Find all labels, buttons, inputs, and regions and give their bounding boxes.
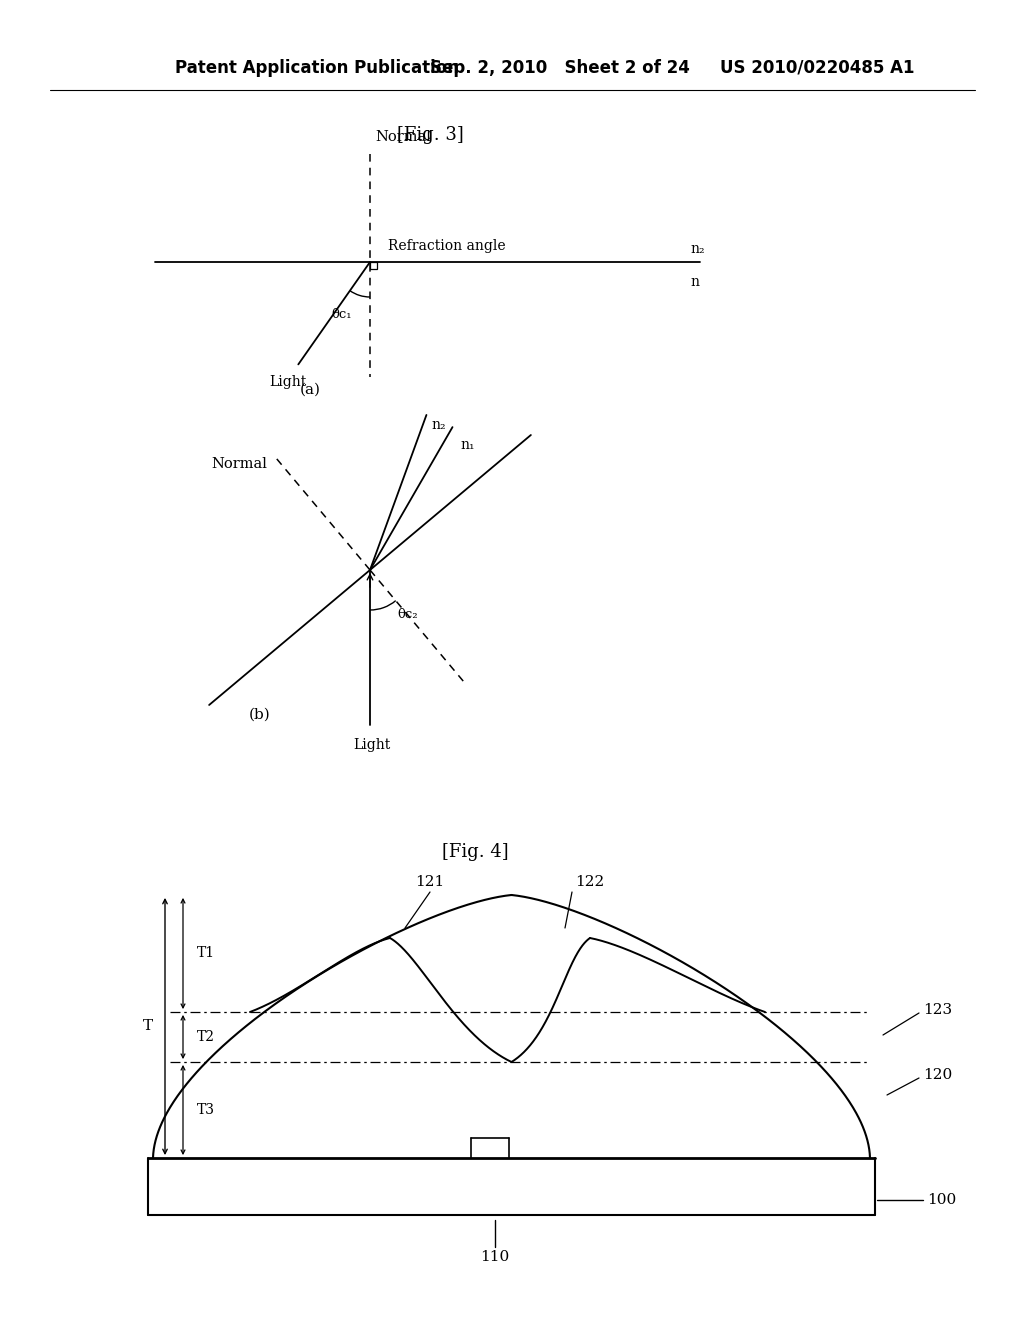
- Text: US 2010/0220485 A1: US 2010/0220485 A1: [720, 59, 914, 77]
- Text: Normal: Normal: [375, 129, 431, 144]
- Text: θc₁: θc₁: [332, 308, 352, 321]
- Text: 122: 122: [575, 875, 604, 888]
- Text: Sep. 2, 2010   Sheet 2 of 24: Sep. 2, 2010 Sheet 2 of 24: [430, 59, 690, 77]
- Text: 100: 100: [927, 1193, 956, 1206]
- Text: 121: 121: [416, 875, 444, 888]
- Text: Patent Application Publication: Patent Application Publication: [175, 59, 459, 77]
- Text: θc₂: θc₂: [397, 609, 419, 622]
- Text: T: T: [143, 1019, 153, 1034]
- Text: Light: Light: [353, 738, 390, 752]
- Text: Refraction angle: Refraction angle: [388, 239, 506, 253]
- Text: 120: 120: [923, 1068, 952, 1082]
- Text: n₂: n₂: [690, 242, 705, 256]
- Text: Light: Light: [269, 375, 307, 389]
- Text: n₂: n₂: [431, 418, 446, 432]
- Text: 123: 123: [923, 1003, 952, 1016]
- Text: T3: T3: [197, 1104, 215, 1117]
- Text: T2: T2: [197, 1030, 215, 1044]
- Bar: [370, 261, 377, 269]
- Text: (b): (b): [249, 708, 271, 722]
- Text: 110: 110: [480, 1250, 510, 1265]
- Text: Normal: Normal: [211, 457, 267, 471]
- Text: (a): (a): [299, 383, 321, 397]
- Text: [Fig. 4]: [Fig. 4]: [441, 843, 508, 861]
- Text: n₁: n₁: [461, 438, 475, 453]
- Text: n: n: [690, 275, 699, 289]
- Text: [Fig. 3]: [Fig. 3]: [396, 125, 464, 144]
- Text: T1: T1: [197, 946, 215, 960]
